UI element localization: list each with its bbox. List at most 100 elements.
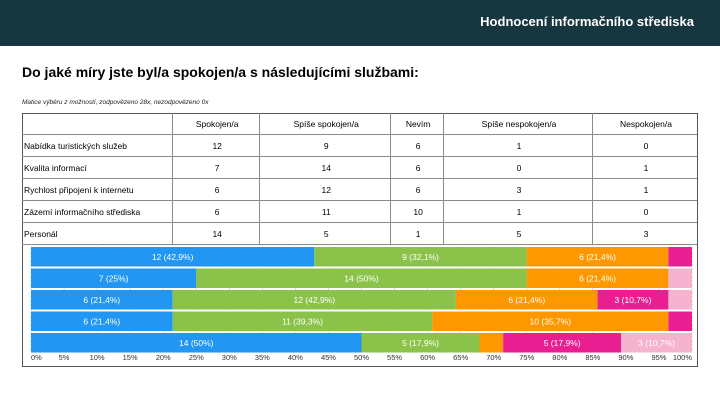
table-cell: 6 [171, 178, 260, 201]
bar-segment [31, 247, 315, 267]
column-header: Spíše spokojen/a [259, 113, 391, 135]
x-tick-label: 75% [519, 353, 534, 362]
table-cell: 12 [259, 178, 391, 201]
data-label: 3 (10,7%) [615, 295, 652, 305]
x-tick-label: 15% [123, 353, 138, 362]
bar-segment [172, 311, 433, 331]
table-cell: 1 [443, 134, 593, 157]
bar-segment [526, 247, 669, 267]
data-label: 6 (21,4%) [508, 295, 545, 305]
row-label: Kvalita informací [22, 156, 173, 179]
bar-segment [31, 268, 197, 288]
x-tick-label: 0% [31, 353, 42, 362]
x-tick-label: 70% [486, 353, 501, 362]
column-header: Spíše nespokojen/a [443, 113, 593, 135]
row-label: Nabídka turistických služeb [22, 134, 173, 157]
table-cell: 5 [259, 222, 391, 245]
x-tick-label: 65% [453, 353, 468, 362]
table-cell: 1 [591, 156, 697, 179]
x-tick-label: 25% [189, 353, 204, 362]
data-label: 12 (42,9%) [152, 252, 194, 262]
data-label: 9 (32,1%) [402, 252, 439, 262]
bar-segment [455, 290, 598, 310]
table-cell: 0 [591, 200, 697, 223]
data-label: 6 (21,4%) [579, 252, 616, 262]
data-label: 11 (39,3%) [282, 317, 323, 327]
x-tick-label: 10% [90, 353, 105, 362]
table-row: Nabídka turistických služeb 12 9 6 1 0 [22, 134, 697, 157]
bar-segment [668, 290, 692, 310]
results-table: Spokojen/a Spíše spokojen/a Nevím Spíše … [22, 113, 697, 245]
bar-segment [668, 247, 692, 267]
column-header: Nevím [390, 113, 444, 135]
table-cell: 5 [443, 222, 593, 245]
table-cell: 14 [259, 156, 391, 179]
bar-segment [432, 311, 669, 331]
column-header: Nespokojen/a [591, 113, 697, 135]
table-cell: 0 [591, 134, 697, 157]
table-cell: 9 [259, 134, 391, 157]
x-tick-label: 100% [673, 353, 693, 362]
data-label: 14 (50%) [179, 338, 214, 348]
bar-segment [361, 333, 480, 353]
header-bar: Hodnocení informačního střediska [0, 0, 720, 46]
row-label: Rychlost připojení k internetu [22, 178, 173, 201]
table-cell: 1 [591, 178, 697, 201]
x-tick-label: 45% [321, 353, 336, 362]
x-tick-label: 30% [222, 353, 237, 362]
table-cell: 10 [390, 200, 444, 223]
x-tick-label: 95% [651, 353, 666, 362]
data-label: 3 (10,7%) [638, 338, 675, 348]
bar-segment [314, 247, 527, 267]
table-cell: 12 [171, 134, 260, 157]
stacked-bar-chart: 12 (42,9%) 9 (32,1%) 6 (21,4%) 7 (25%) 14 (5… [30, 244, 693, 362]
data-label: 6 (21,4%) [579, 274, 616, 284]
data-label: 14 (50%) [344, 274, 379, 284]
table-row: Zázemí informačního střediska 6 11 10 1 … [22, 200, 697, 223]
table-cell: 6 [390, 156, 444, 179]
bar-segment [668, 311, 692, 331]
table-cell: 1 [390, 222, 444, 245]
data-label: 10 (35,7%) [530, 317, 572, 327]
bar-segment [479, 333, 504, 353]
table-cell: 0 [443, 156, 593, 179]
x-tick-label: 50% [354, 353, 369, 362]
table-row: Rychlost připojení k internetu 6 12 6 3 … [22, 178, 697, 201]
data-label: 5 (17,9%) [402, 338, 439, 348]
x-tick-label: 40% [288, 353, 303, 362]
table-cell: 1 [443, 200, 593, 223]
bar-segment [668, 268, 692, 288]
bar-segment [503, 333, 622, 353]
data-label: 12 (42,9%) [293, 295, 335, 305]
x-tick-label: 60% [420, 353, 435, 362]
x-tick-label: 55% [387, 353, 402, 362]
data-label: 6 (21,4%) [83, 317, 120, 327]
x-tick-label: 90% [618, 353, 633, 362]
table-row: Personál 14 5 1 5 3 [22, 222, 697, 245]
table-cell: 3 [591, 222, 697, 245]
bar-segment [196, 268, 527, 288]
table-cell: 7 [171, 156, 260, 179]
header-title: Hodnocení informačního střediska [480, 14, 694, 29]
question-text: Do jaké míry jste byl/a spokojen/a s nás… [22, 64, 419, 80]
x-tick-label: 20% [156, 353, 171, 362]
x-tick-label: 80% [552, 353, 567, 362]
data-label: 6 (21,4%) [83, 295, 120, 305]
table-corner-cell [22, 113, 173, 135]
column-header: Spokojen/a [171, 113, 260, 135]
bar-segment [621, 333, 692, 353]
table-cell: 11 [259, 200, 391, 223]
bar-segment [172, 290, 456, 310]
row-label: Zázemí informačního střediska [22, 200, 173, 223]
x-tick-label: 5% [59, 353, 70, 362]
x-tick-label: 35% [255, 353, 270, 362]
bar-segment [31, 333, 362, 353]
data-label: 7 (25%) [99, 274, 129, 284]
table-cell: 14 [171, 222, 260, 245]
bar-segment [31, 290, 173, 310]
table-row: Kvalita informací 7 14 6 0 1 [22, 156, 697, 179]
data-label: 5 (17,9%) [544, 338, 581, 348]
x-tick-label: 85% [585, 353, 600, 362]
bar-segment [31, 311, 173, 331]
bar-segment [526, 268, 669, 288]
